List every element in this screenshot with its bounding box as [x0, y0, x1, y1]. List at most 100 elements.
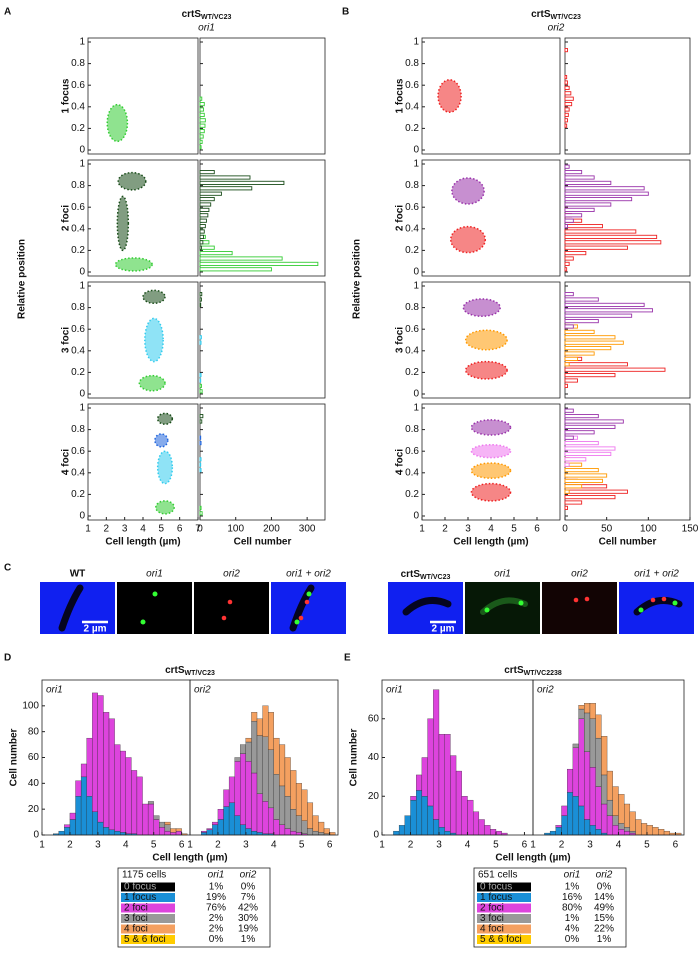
row-label: 1 focus — [61, 78, 72, 113]
table-cell: 49% — [594, 903, 614, 914]
y-tick-label: 0.6 — [405, 80, 419, 91]
hist-bar — [199, 224, 206, 229]
stacked-bar — [86, 737, 93, 797]
y-tick-label: 1 — [413, 37, 419, 48]
hist-bar — [199, 383, 202, 388]
stacked-bar — [312, 815, 319, 832]
stacked-bar — [120, 750, 126, 833]
panel-label: E — [344, 653, 351, 664]
point-cloud — [117, 171, 147, 191]
cell — [289, 584, 315, 632]
scatter-frame — [87, 37, 199, 155]
table-cell: 1% — [565, 882, 580, 893]
table-cell: 0 focus — [124, 882, 156, 893]
micrograph — [619, 582, 694, 634]
stacked-bar — [612, 815, 619, 826]
hist-frame — [564, 37, 691, 155]
stacked-bar — [147, 801, 154, 805]
stacked-bar — [223, 806, 230, 836]
stacked-bar — [438, 827, 445, 836]
stacked-bar — [318, 821, 325, 833]
stacked-bar — [273, 737, 280, 775]
hist-bar — [199, 213, 209, 218]
hist-bar — [564, 457, 587, 462]
hist-bar — [564, 175, 595, 180]
table-cell: 4 foci — [124, 924, 148, 935]
x-tick-label: 0 — [197, 524, 203, 535]
stacked-bar — [572, 743, 579, 748]
point-cloud — [464, 329, 508, 351]
point-cloud — [156, 450, 174, 485]
hist-bar — [564, 202, 612, 207]
x-tick-label: 1 — [419, 524, 425, 535]
stacked-bar — [450, 755, 457, 834]
point-cloud — [142, 289, 166, 305]
hist-bar — [564, 180, 612, 185]
hist-bar — [564, 505, 568, 510]
hist-bar — [564, 48, 568, 53]
panel-label: B — [342, 7, 349, 18]
x-tick-label: 0 — [562, 524, 568, 535]
hist-bar — [564, 435, 574, 440]
title-gene: crtS — [504, 665, 524, 676]
y-tick-label: 0.6 — [405, 446, 419, 457]
stacked-bar — [251, 712, 258, 722]
hist-frame — [199, 159, 326, 277]
stacked-bar — [64, 824, 71, 828]
table-cell: 30% — [238, 913, 258, 924]
stacked-bar — [279, 744, 286, 787]
stacked-bar — [624, 803, 631, 828]
stacked-bar — [635, 819, 642, 836]
stacked-bar — [206, 828, 213, 830]
y-tick-label: 20 — [28, 804, 40, 815]
stacked-bar — [164, 824, 171, 832]
stacked-bar — [416, 790, 423, 836]
stacked-bar — [393, 830, 400, 836]
hist-bar — [564, 367, 666, 372]
micrograph — [388, 582, 463, 634]
stacked-bar — [584, 819, 591, 836]
stacked-bar — [147, 803, 154, 836]
panel-title: crtSWT/VC23 — [531, 9, 581, 21]
x-tick-label: 2 — [408, 840, 414, 851]
stacked-bar — [323, 828, 330, 834]
table-swatch — [121, 914, 175, 923]
row-label: 2 foci — [395, 205, 406, 231]
table-cell: 0% — [241, 882, 256, 893]
y-tick-label: 0.8 — [71, 302, 85, 313]
hist-bar — [564, 107, 570, 112]
hist-bar — [564, 96, 574, 101]
row-label: 4 foci — [61, 449, 72, 475]
hist-bar — [564, 118, 568, 123]
hist-bar — [199, 245, 215, 250]
stacked-bar — [97, 695, 104, 823]
stacked-bar — [164, 830, 171, 836]
stacked-bar — [114, 744, 121, 832]
hist-bar — [564, 261, 570, 266]
hist-bar — [199, 112, 205, 117]
table-swatch — [477, 903, 531, 913]
table-cell: 1% — [597, 934, 612, 945]
hist-bar — [199, 229, 205, 234]
y-tick-label: 0.2 — [405, 123, 419, 134]
table-swatch — [121, 893, 175, 902]
hist-bar — [564, 484, 583, 489]
y-tick-label: 20 — [368, 791, 380, 802]
scatter-frame — [87, 403, 199, 521]
stacked-bar — [404, 815, 411, 836]
hist-bar — [199, 123, 206, 128]
hist-bar — [199, 373, 202, 378]
y-tick-label: 0 — [413, 511, 419, 522]
stacked-bar — [279, 785, 286, 825]
table-swatch — [121, 924, 175, 934]
stacked-bar — [595, 786, 602, 830]
y-tick-label: 1 — [79, 281, 85, 292]
y-tick-label: 0.6 — [405, 202, 419, 213]
stacked-bar — [549, 830, 556, 836]
stacked-bar — [427, 718, 434, 807]
stacked-bar — [103, 827, 110, 836]
x-tick-label: 100 — [227, 524, 244, 535]
stacked-bar — [578, 718, 585, 807]
stacked-bar — [416, 774, 423, 791]
stacked-bar — [307, 802, 314, 829]
